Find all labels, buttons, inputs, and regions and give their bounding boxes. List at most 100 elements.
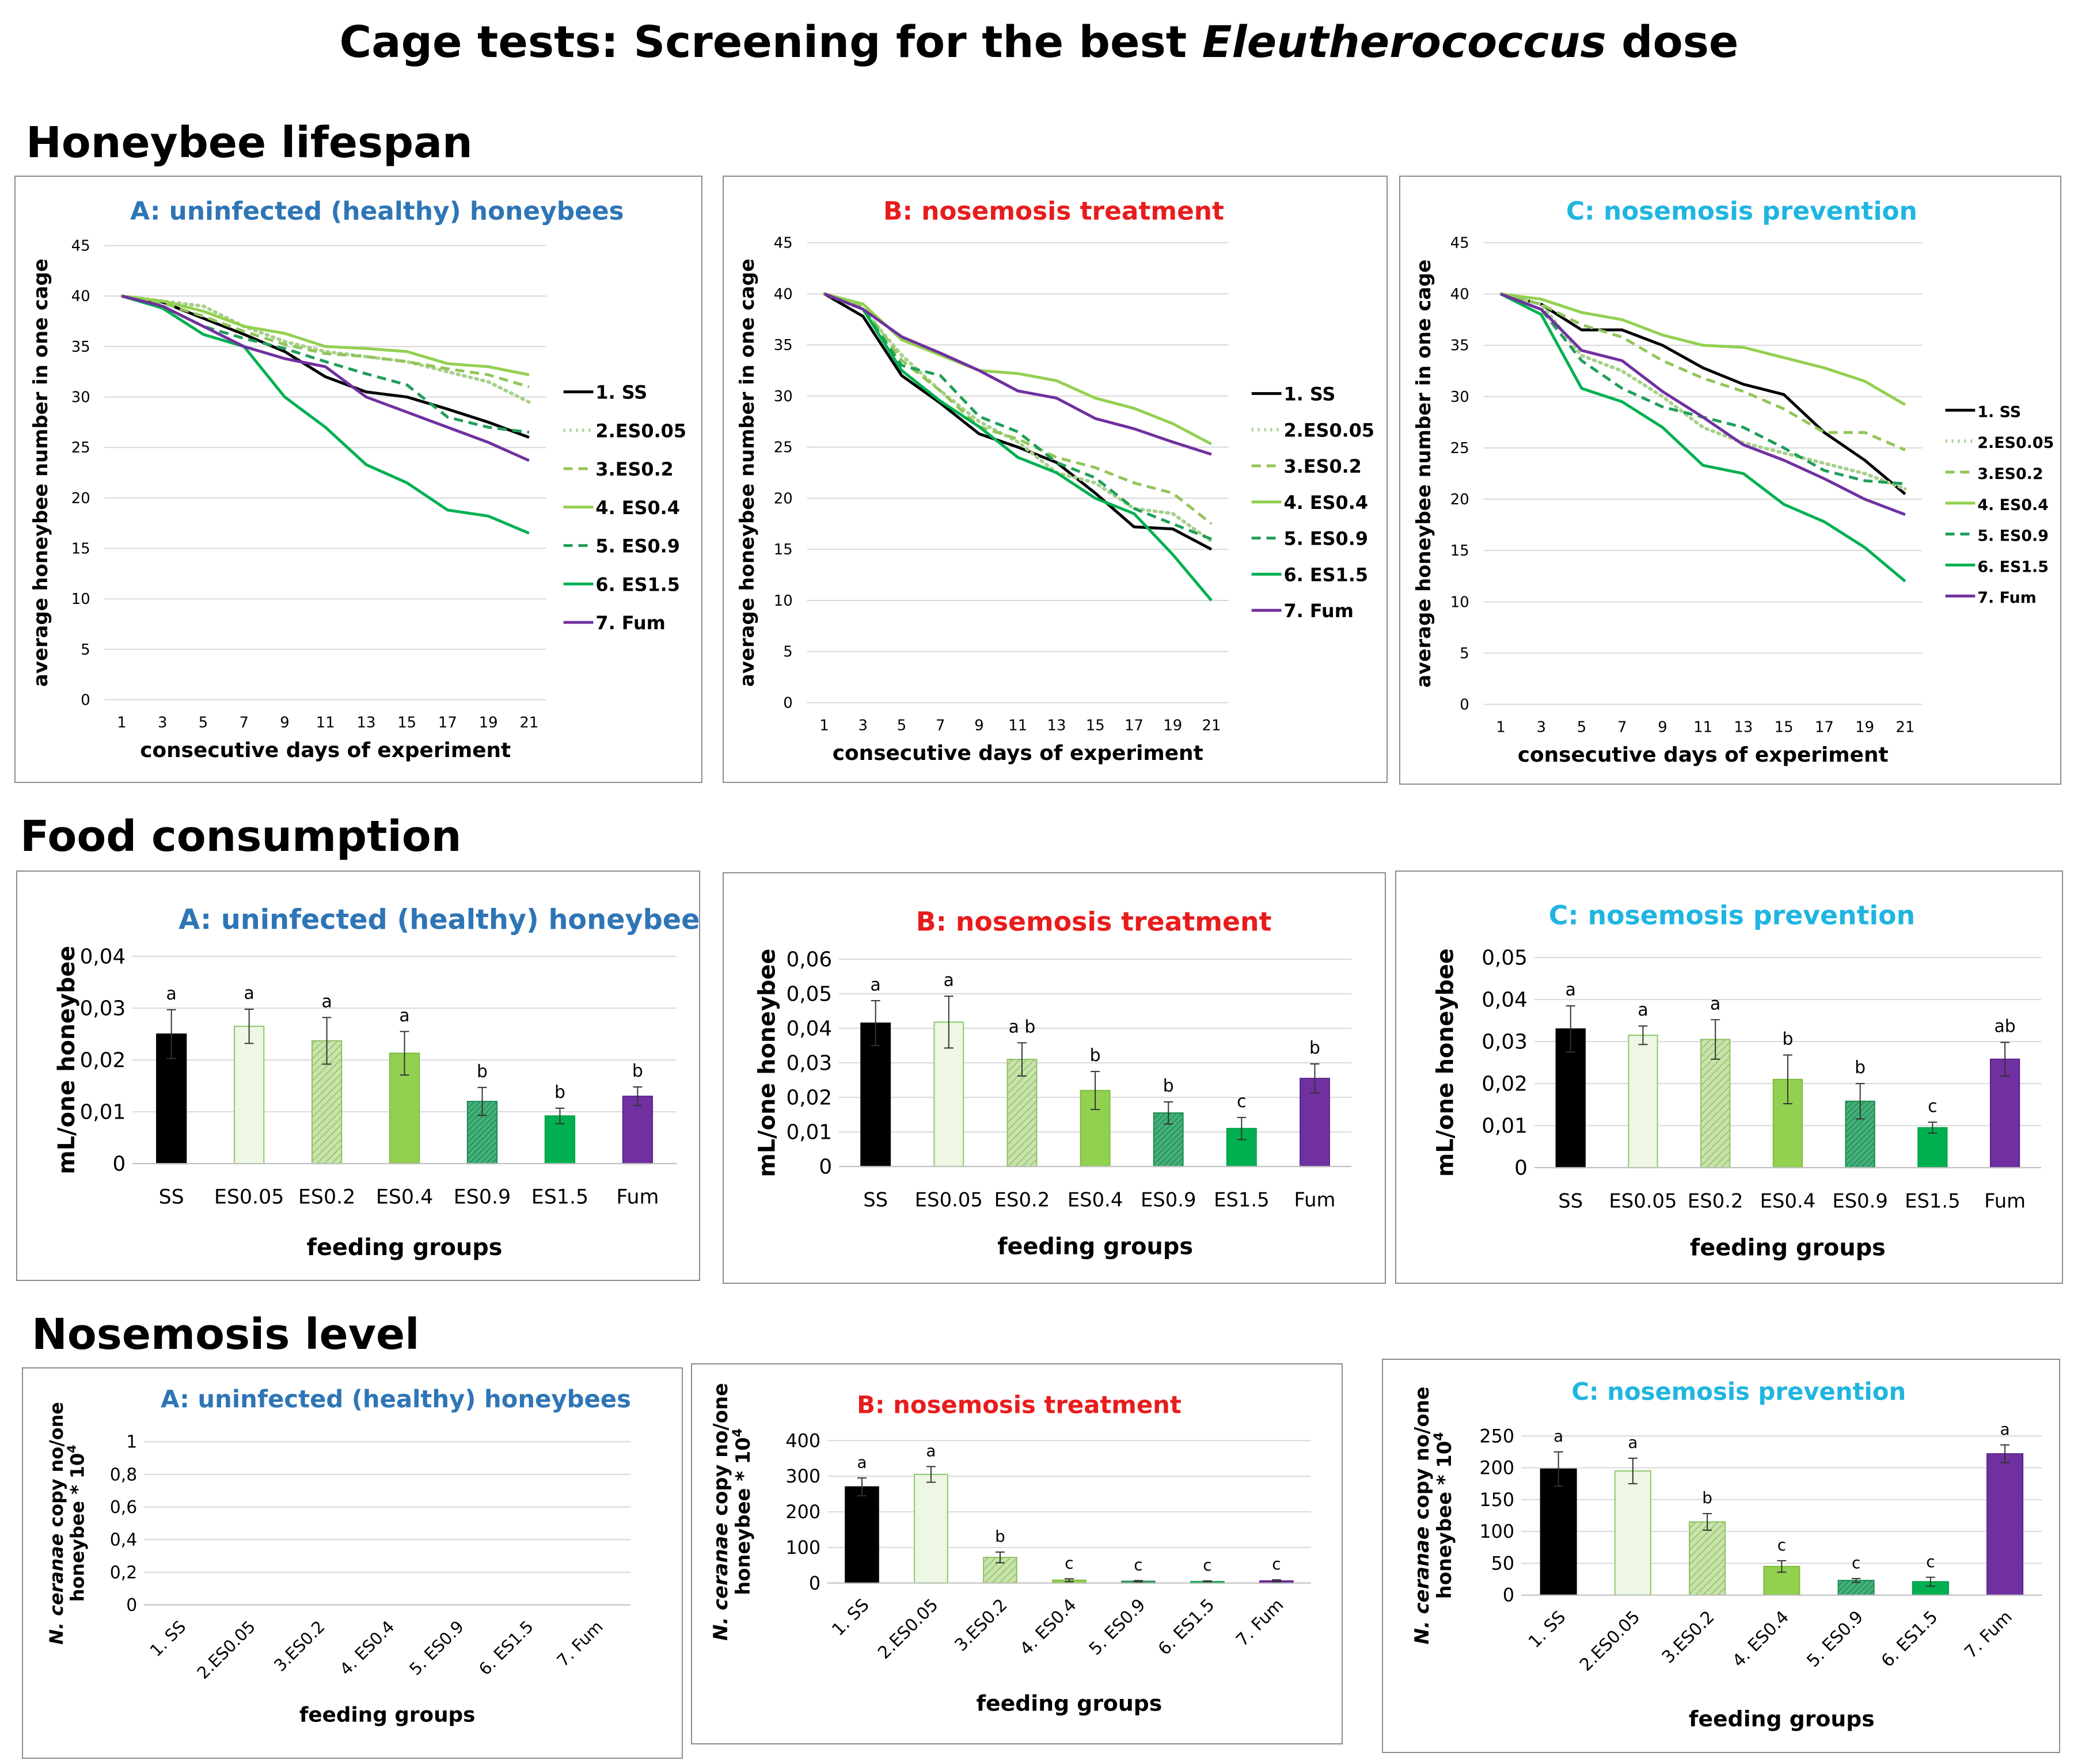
- y-tick-label: 0,01: [80, 1101, 126, 1124]
- y-axis-label-italic: N. ceranae: [1411, 1526, 1433, 1644]
- y-tick-label: 35: [71, 339, 90, 356]
- significance-letter: b: [1090, 1046, 1101, 1066]
- x-tick-label: 3.ES0.2: [270, 1617, 329, 1675]
- x-tick-label: 3: [858, 717, 868, 734]
- x-axis-label: feeding groups: [1689, 1706, 1875, 1731]
- series-line-5: [121, 294, 530, 434]
- legend-label: 5. ES0.9: [1283, 528, 1368, 550]
- section-title-nosemosis: Nosemosis level: [32, 1310, 420, 1359]
- x-tick-label: 5: [199, 714, 208, 731]
- significance-letter: c: [1272, 1554, 1281, 1573]
- x-tick-label: ES0.9: [454, 1186, 511, 1209]
- y-tick-label: 0,6: [110, 1497, 137, 1518]
- x-tick-label: 9: [974, 717, 983, 734]
- significance-letter: a: [1553, 1427, 1563, 1446]
- y-axis-label-sup: 4: [731, 1428, 745, 1437]
- significance-letter: a: [926, 1441, 936, 1460]
- series-line-7: [1500, 292, 1906, 516]
- chart-lifespan-b: B: nosemosis treatment051015202530354045…: [723, 176, 1388, 783]
- y-tick-label: 0,2: [110, 1562, 137, 1583]
- y-axis-label-line2: honeybee * 104: [1432, 1432, 1456, 1599]
- series-line-1: [121, 294, 530, 439]
- x-tick-label: 9: [1658, 718, 1667, 736]
- chart-food-a: A: uninfected (healthy) honeybees 0 0,01 0,…: [16, 870, 700, 1281]
- y-tick-label: 300: [785, 1466, 820, 1487]
- y-tick-label: 100: [785, 1537, 820, 1558]
- x-tick-label: 1. SS: [828, 1595, 873, 1640]
- y-axis-label: average honeybee number in one cage: [736, 258, 758, 687]
- series-line-2: [120, 294, 531, 404]
- chart-lifespan-a: A: uninfected (healthy) honeybees0510152…: [14, 176, 702, 783]
- x-tick-label: 7: [240, 714, 249, 731]
- chart-title: B: nosemosis treatment: [883, 197, 1224, 226]
- y-axis-label-main: honeybee * 10: [1433, 1441, 1456, 1599]
- x-tick-label: Fum: [1294, 1189, 1336, 1211]
- y-tick-label: 0,05: [786, 983, 832, 1006]
- bar: [1986, 1453, 2024, 1596]
- significance-letter: a: [871, 975, 881, 995]
- series-line-4: [823, 292, 1213, 446]
- x-tick-label: 11: [1008, 717, 1027, 734]
- significance-letter: b: [1855, 1058, 1866, 1078]
- significance-letter: b: [632, 1061, 643, 1081]
- x-tick-label: 1. SS: [1525, 1607, 1570, 1652]
- significance-letter: a b: [1009, 1017, 1036, 1037]
- chart-title: C: nosemosis prevention: [1571, 1378, 1906, 1406]
- y-tick-label: 0,02: [1481, 1073, 1528, 1096]
- legend-label: 7. Fum: [1283, 600, 1353, 622]
- x-tick-label: 2.ES0.05: [874, 1595, 942, 1663]
- y-axis-label-line2: honeybee * 104: [65, 1445, 89, 1602]
- x-tick-label: ES0.4: [376, 1186, 433, 1209]
- x-tick-label: 11: [316, 714, 335, 731]
- significance-letter: c: [1928, 1096, 1937, 1116]
- x-tick-label: 5. ES0.9: [405, 1617, 468, 1679]
- x-axis-label: feeding groups: [1690, 1234, 1886, 1261]
- x-tick-label: ES0.2: [1688, 1190, 1743, 1212]
- y-tick-label: 200: [1479, 1457, 1514, 1479]
- x-tick-label: 17: [1125, 717, 1144, 734]
- x-tick-label: 4. ES0.4: [1016, 1595, 1081, 1659]
- x-tick-label: 1: [1496, 718, 1505, 736]
- series-line-6: [1500, 292, 1906, 583]
- y-tick-label: 0: [113, 1153, 126, 1176]
- series-line-3: [121, 294, 530, 389]
- x-axis-label: feeding groups: [997, 1233, 1193, 1260]
- y-tick-label: 0: [1514, 1157, 1528, 1180]
- y-tick-label: 40: [1450, 286, 1469, 303]
- y-tick-label: 45: [71, 238, 90, 255]
- y-tick-label: 5: [783, 644, 792, 661]
- x-tick-label: 5. ES0.9: [1803, 1607, 1867, 1671]
- significance-letter: b: [1702, 1488, 1712, 1507]
- y-axis-label-main: honeybee * 10: [732, 1437, 754, 1595]
- y-tick-label: 30: [71, 389, 90, 406]
- series-line-1: [1500, 292, 1906, 496]
- y-tick-label: 20: [1450, 491, 1469, 508]
- legend-label: 1. SS: [595, 382, 647, 404]
- legend-label: 1. SS: [1977, 403, 2021, 421]
- x-tick-label: 2.ES0.05: [1576, 1607, 1644, 1675]
- series-line-3: [823, 292, 1213, 525]
- legend-label: 4. ES0.4: [1283, 492, 1368, 514]
- x-tick-label: 3.ES0.2: [951, 1595, 1011, 1655]
- significance-letter: a: [1566, 980, 1576, 1000]
- x-tick-label: ES0.2: [298, 1186, 355, 1209]
- y-tick-label: 30: [1450, 389, 1469, 406]
- chart-nosema-a: A: uninfected (healthy) honeybees 0 0,2 0,4…: [22, 1367, 683, 1759]
- x-tick-label: 7: [936, 717, 945, 734]
- y-tick-label: 50: [1491, 1552, 1514, 1574]
- x-axis-label: consecutive days of experiment: [140, 739, 511, 762]
- y-tick-label: 0,03: [1481, 1031, 1528, 1054]
- x-tick-label: 3: [1537, 718, 1546, 736]
- y-tick-label: 0,8: [110, 1465, 137, 1485]
- significance-letter: c: [1926, 1552, 1935, 1571]
- y-tick-label: 400: [785, 1430, 820, 1451]
- significance-letter: b: [1163, 1076, 1174, 1096]
- bar: [234, 1025, 265, 1165]
- legend-label: 6. ES1.5: [595, 573, 680, 595]
- chart-lifespan-c: C: nosemosis prevention05101520253035404…: [1399, 176, 2061, 785]
- significance-letter: b: [995, 1527, 1005, 1546]
- y-tick-label: 30: [774, 388, 793, 405]
- significance-letter: b: [1309, 1038, 1320, 1058]
- x-tick-label: 13: [356, 714, 375, 731]
- x-tick-label: 7. Fum: [1961, 1607, 2016, 1662]
